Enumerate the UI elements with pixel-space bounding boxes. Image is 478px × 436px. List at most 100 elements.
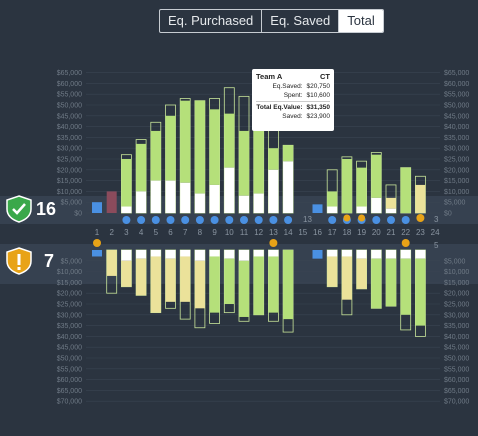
y-tick-label-right: $30,000 [444, 146, 469, 153]
t-bar-saved [165, 250, 176, 259]
y-tick-label-right: $15,000 [444, 178, 469, 185]
ct-round-win-icon [269, 216, 278, 224]
t-bar-saved [400, 250, 411, 259]
ct-bar-spent [283, 145, 294, 162]
ct-bar-spent [224, 113, 235, 168]
y-tick-label-right: $50,000 [444, 103, 469, 110]
view-toggle: Eq. Purchased Eq. Saved Total [159, 9, 384, 33]
round-number: 6 [168, 228, 173, 237]
ct-round-win-icon [240, 216, 248, 224]
round-number: 20 [372, 228, 381, 237]
round-number: 5 [154, 228, 159, 237]
y-tick-label-right: $10,000 [444, 269, 469, 276]
t-bar-saved [253, 250, 264, 257]
t-bar-spent [415, 258, 426, 326]
t-bar-saved [209, 250, 220, 257]
round-number: 23 [416, 228, 425, 237]
y-tick-label-left: $45,000 [57, 345, 82, 352]
y-tick-label-right: $45,000 [444, 113, 469, 120]
t-bar-spent [283, 250, 294, 320]
t-bar-spent [194, 260, 205, 309]
t-bar-spent [224, 258, 235, 304]
y-tick-label-right: $25,000 [444, 302, 469, 309]
t-bar-saved [180, 250, 191, 257]
ct-round-win-icon [137, 216, 146, 224]
toggle-eq-purchased[interactable]: Eq. Purchased [160, 10, 263, 32]
t-bar-spent [209, 256, 220, 313]
skull-icon [401, 239, 410, 247]
tooltip-team: Team A [256, 72, 283, 81]
y-tick-label-right: $55,000 [444, 366, 469, 373]
y-tick-label-left: $65,000 [57, 388, 82, 395]
y-tick-label-left: $25,000 [57, 157, 82, 164]
t-bar-saved [341, 250, 352, 257]
ct-bar-saved [386, 208, 396, 213]
tooltip-total-value: $31,350 [306, 104, 331, 111]
skull-icon [416, 214, 425, 222]
ct-round-win-icon [195, 216, 204, 224]
t-bar-spent [180, 256, 191, 302]
round-number: 22 [401, 228, 410, 237]
round-number: 18 [342, 228, 351, 237]
ct-bar-saved [224, 167, 235, 213]
y-tick-label-right: $60,000 [444, 377, 469, 384]
ct-bar-spent [209, 109, 220, 185]
ct-bar-spent [165, 115, 176, 181]
ct-bar-saved [165, 180, 176, 213]
y-tick-label-left: $5,000 [61, 258, 83, 265]
t-round-win-icon [343, 214, 351, 222]
round-number: 24 [431, 228, 440, 237]
ct-round-win-icon [328, 216, 337, 224]
ct-round-win-icon [254, 216, 263, 224]
t-bar-spent [341, 256, 352, 300]
y-tick-label-left: $60,000 [57, 377, 82, 384]
shield-exclamation-icon [6, 247, 32, 275]
t-bar-spent [239, 260, 249, 317]
t-bar [92, 250, 102, 257]
y-tick-label-left: $55,000 [57, 366, 82, 373]
tooltip-saved2-value: $23,900 [306, 113, 331, 120]
ct-round-win-icon [401, 216, 410, 224]
y-tick-label-right: $20,000 [444, 167, 469, 174]
y-tick-label-left: $30,000 [57, 312, 82, 319]
ct-round-win-icon [284, 216, 293, 224]
t-bar-saved [371, 250, 382, 259]
ct-bar [92, 202, 102, 213]
y-tick-label-left: $10,000 [57, 189, 82, 196]
ct-bar-saved [239, 195, 249, 213]
round-number: 19 [357, 228, 366, 237]
shield-check-icon [6, 195, 32, 223]
y-tick-label-right: $40,000 [444, 334, 469, 341]
t-bar-saved [386, 250, 396, 259]
t-bar-spent [386, 258, 396, 307]
ct-bar-spent [180, 100, 191, 183]
half-marker-count: 13 [303, 215, 312, 224]
round-number: 3 [124, 228, 129, 237]
toggle-total[interactable]: Total [339, 10, 383, 32]
toggle-eq-saved[interactable]: Eq. Saved [262, 10, 340, 32]
ct-team-badge [6, 195, 32, 223]
y-tick-label-right: $35,000 [444, 135, 469, 142]
y-tick-label-left: $40,000 [57, 334, 82, 341]
ct-round-win-icon [225, 216, 234, 224]
tooltip-spent-value: $10,600 [306, 92, 331, 99]
y-tick-label-left: $15,000 [57, 178, 82, 185]
y-tick-label-left: $50,000 [57, 103, 82, 110]
t-bar-saved [121, 250, 132, 261]
t-bar-saved [194, 250, 205, 261]
y-tick-label-right: $20,000 [444, 291, 469, 298]
y-tick-label-left: $70,000 [57, 399, 82, 406]
ct-bar-spent [136, 143, 147, 192]
ct-round-win-icon [387, 216, 395, 224]
ct-bar-spent [327, 191, 338, 207]
t-bar-saved [224, 250, 235, 259]
ct-bar-spent [253, 107, 264, 194]
tooltip-side: CT [320, 72, 330, 81]
y-tick-label-left: $15,000 [57, 280, 82, 287]
round-number: 17 [328, 228, 337, 237]
t-bar-spent [268, 256, 279, 313]
t-round-win-icon [358, 214, 366, 222]
ct-bar-saved [180, 182, 191, 213]
y-tick-label-left: $0 [74, 211, 82, 218]
